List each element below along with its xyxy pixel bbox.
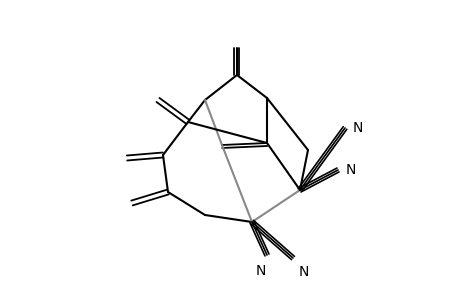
Text: N: N [345,163,356,177]
Text: N: N [352,121,363,135]
Text: N: N [255,264,266,278]
Text: N: N [298,265,309,279]
